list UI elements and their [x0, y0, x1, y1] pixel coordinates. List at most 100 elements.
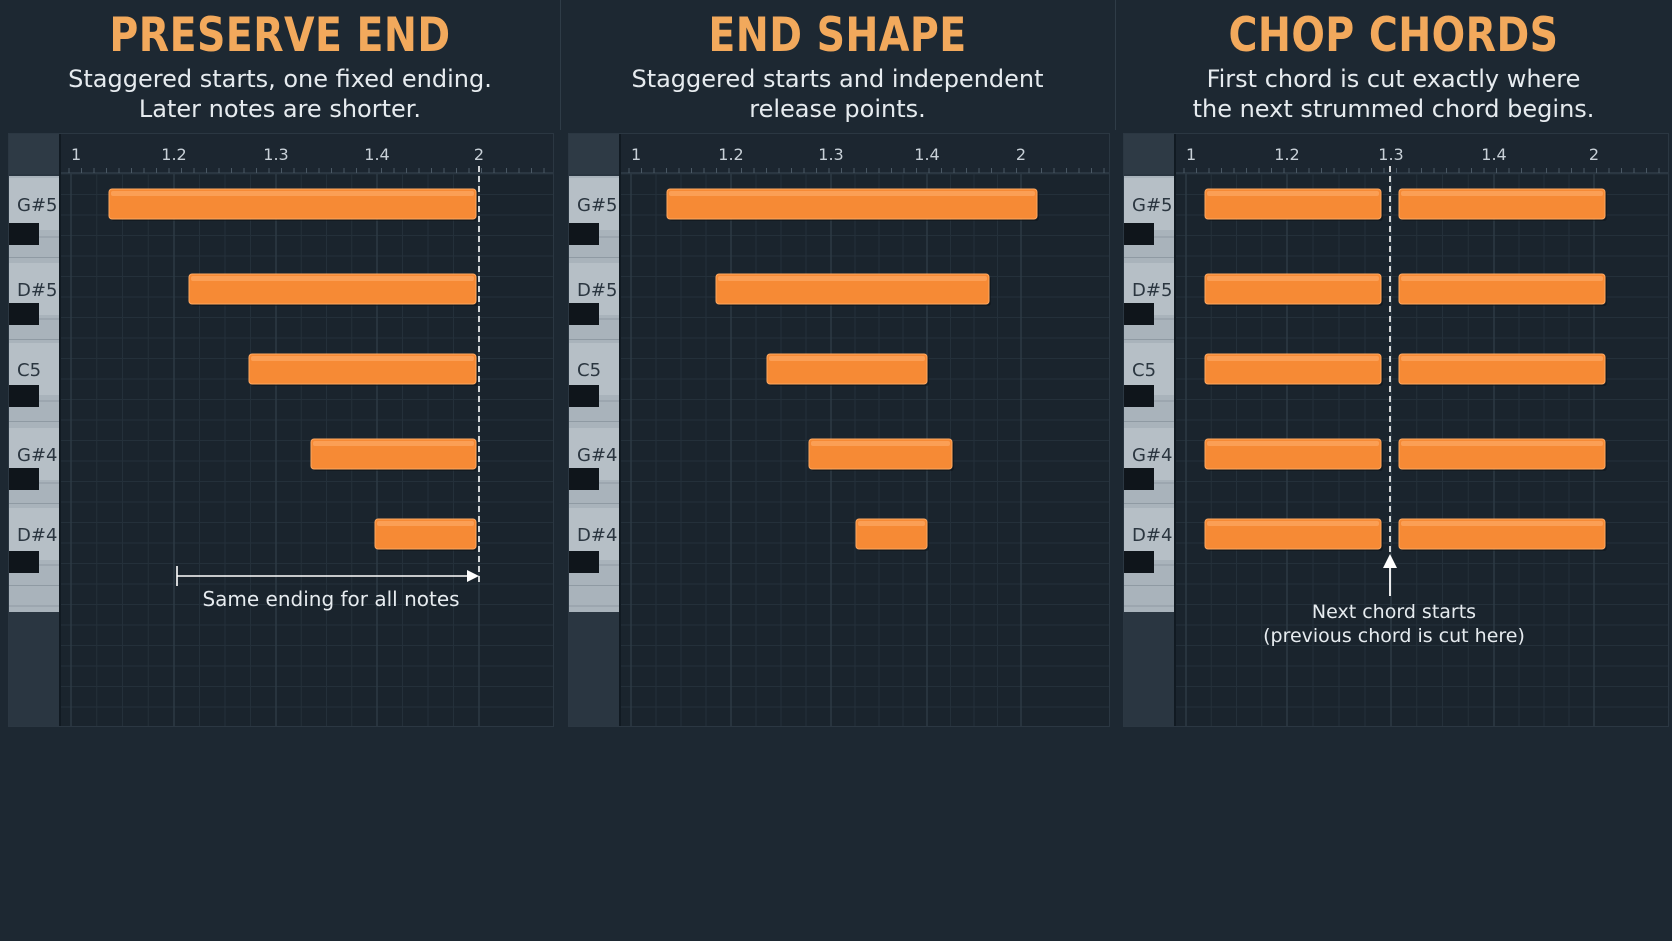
note-highlight: [1207, 191, 1379, 196]
note-highlight: [1401, 356, 1603, 361]
note-block: [715, 273, 990, 305]
key-label-bg: [1124, 178, 1174, 230]
key-label: G#5: [1132, 195, 1172, 216]
panel-divider: [1115, 0, 1116, 130]
black-key: [569, 303, 599, 325]
subtitle-line-2: Later notes are shorter.: [138, 95, 422, 123]
note-block: [1204, 438, 1382, 470]
black-key: [1124, 223, 1154, 245]
note-block: [855, 518, 928, 550]
note-highlight: [1401, 191, 1603, 196]
keyboard-header: [9, 134, 61, 174]
panel-title: END SHAPE: [708, 8, 967, 63]
panel-subtitle: Staggered starts, one fixed ending. Late…: [0, 64, 560, 124]
ruler-label: 1.3: [818, 145, 843, 164]
black-key: [569, 385, 599, 407]
key-label-bg: [9, 178, 59, 230]
note-block: [1398, 188, 1606, 220]
panel-title: CHOP CHORDS: [1228, 8, 1559, 63]
note-block: [1204, 188, 1382, 220]
ruler-label: 1.3: [263, 145, 288, 164]
annotation-text: Same ending for all notes: [202, 587, 459, 611]
ruler-label: 1: [71, 145, 81, 164]
piano-roll-preserve-end[interactable]: 1 1.2 1.3 1.4 2 G#5 D#5 C5 G#4 D#4 Same ending for…: [8, 133, 554, 727]
key-label: D#4: [17, 525, 57, 546]
note-block: [1204, 273, 1382, 305]
annotation-arrowhead: [467, 570, 479, 582]
key-label: D#5: [577, 280, 617, 301]
ruler-label: 1.3: [1378, 145, 1403, 164]
black-key: [1124, 303, 1154, 325]
ruler-label: 1.4: [914, 145, 939, 164]
grid-background: [61, 134, 553, 726]
note-block: [1204, 353, 1382, 385]
panel-subtitle: First chord is cut exactly where the nex…: [1115, 64, 1672, 124]
note-block: [248, 353, 477, 385]
subtitle-line-1: Staggered starts, one fixed ending.: [68, 65, 492, 93]
note-highlight: [858, 521, 925, 526]
note-block: [310, 438, 477, 470]
piano-roll-chop-chords[interactable]: 1 1.2 1.3 1.4 2 G#5 D#5 C5 G#4 D#4 Next chord star…: [1123, 133, 1669, 727]
panel-preserve-end: PRESERVE END Staggered starts, one fixed…: [0, 0, 560, 730]
piano-roll-end-shape[interactable]: 1 1.2 1.3 1.4 2 G#5 D#5 C5 G#4 D#4: [568, 133, 1110, 727]
piano-roll-svg: 1 1.2 1.3 1.4 2 G#5 D#5 C5 G#4 D#4 Same ending for…: [9, 134, 553, 726]
note-block: [808, 438, 953, 470]
note-block: [766, 353, 928, 385]
note-highlight: [1207, 276, 1379, 281]
ruler-label: 1: [631, 145, 641, 164]
annotation-text: Next chord starts: [1312, 601, 1476, 623]
key-label: C5: [577, 360, 601, 381]
note-highlight: [1207, 356, 1379, 361]
key-label: D#4: [577, 525, 617, 546]
note-highlight: [377, 521, 474, 526]
note-block: [108, 188, 477, 220]
key-label: D#4: [1132, 525, 1172, 546]
note-block: [1398, 438, 1606, 470]
ruler-label: 1.4: [1481, 145, 1506, 164]
black-key: [1124, 385, 1154, 407]
ruler-label: 2: [474, 145, 484, 164]
note-highlight: [1207, 521, 1379, 526]
black-key: [1124, 551, 1154, 573]
black-key: [9, 551, 39, 573]
subtitle-line-1: Staggered starts and independent: [631, 65, 1044, 93]
note-highlight: [1207, 441, 1379, 446]
key-label: G#4: [577, 445, 617, 466]
ruler-label: 2: [1589, 145, 1599, 164]
ruler-label: 1.2: [718, 145, 743, 164]
timeline-ruler: [61, 134, 553, 174]
keyboard-header: [1124, 134, 1176, 174]
piano-roll-svg: 1 1.2 1.3 1.4 2 G#5 D#5 C5 G#4 D#4 Next chord star…: [1124, 134, 1668, 726]
key-label: G#4: [17, 445, 57, 466]
note-highlight: [1401, 441, 1603, 446]
note-highlight: [769, 356, 925, 361]
note-block: [1398, 353, 1606, 385]
note-highlight: [191, 276, 474, 281]
note-block: [1398, 518, 1606, 550]
note-block: [374, 518, 477, 550]
grid-background: [1176, 134, 1668, 726]
note-block: [1204, 518, 1382, 550]
ruler-label: 2: [1016, 145, 1026, 164]
key-label: D#5: [17, 280, 57, 301]
black-key: [9, 223, 39, 245]
black-key: [569, 468, 599, 490]
black-key: [1124, 468, 1154, 490]
panel-divider: [560, 0, 561, 130]
note-highlight: [313, 441, 474, 446]
key-label-bg: [569, 178, 619, 230]
subtitle-line-2: the next strummed chord begins.: [1192, 95, 1595, 123]
panel-subtitle: Staggered starts and independent release…: [560, 64, 1115, 124]
key-label: C5: [17, 360, 41, 381]
subtitle-line-1: First chord is cut exactly where: [1206, 65, 1581, 93]
note-highlight: [111, 191, 474, 196]
ruler-label: 1.4: [364, 145, 389, 164]
annotation-text: (previous chord is cut here): [1263, 625, 1525, 647]
key-label: D#5: [1132, 280, 1172, 301]
grid-background: [621, 134, 1109, 726]
panel-title: PRESERVE END: [109, 8, 451, 63]
panel-chop-chords: CHOP CHORDS First chord is cut exactly w…: [1115, 0, 1672, 730]
note-block: [1398, 273, 1606, 305]
black-key: [9, 468, 39, 490]
subtitle-line-2: release points.: [749, 95, 926, 123]
